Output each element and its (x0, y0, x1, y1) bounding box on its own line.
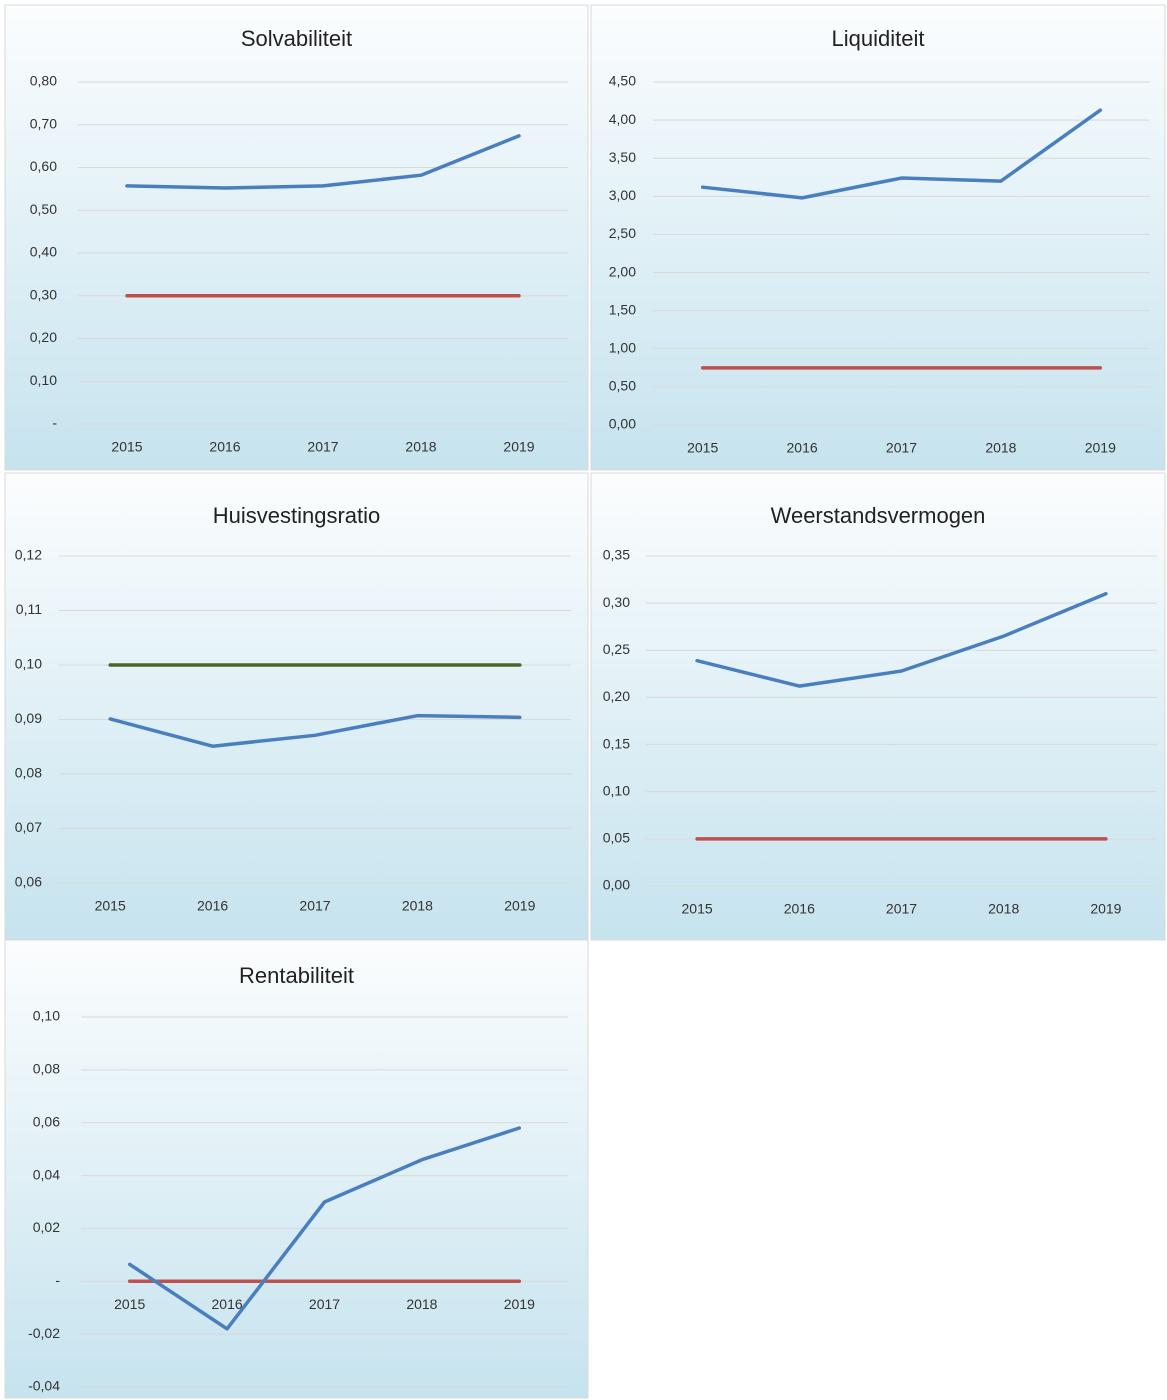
chart-title: Weerstandsvermogen (771, 503, 986, 528)
y-tick-label: 0,06 (15, 874, 42, 890)
chart-background (4, 472, 589, 941)
x-tick-label: 2017 (886, 901, 917, 917)
y-tick-label: 0,70 (30, 115, 57, 131)
chart: Rentabiliteit-0,04-0,02-0,020,040,060,08… (4, 939, 589, 1399)
y-tick-label: 0,80 (30, 73, 57, 89)
x-tick-label: 2015 (682, 901, 713, 917)
x-tick-label: 2016 (212, 1296, 243, 1312)
chart-background (590, 4, 1166, 471)
x-tick-label: 2019 (1085, 440, 1116, 456)
y-tick-label: 0,00 (609, 416, 636, 432)
y-tick-label: 0,35 (603, 547, 630, 563)
x-tick-label: 2015 (95, 898, 126, 914)
y-tick-label: 0,10 (15, 656, 42, 672)
chart-background (590, 472, 1166, 941)
y-tick-label: 0,25 (603, 641, 630, 657)
chart: Weerstandsvermogen 0,00 0,05 0,10 0,15 0,20 0,… (590, 472, 1166, 941)
x-tick-label: 2016 (787, 440, 818, 456)
chart-title: Huisvestingsratio (213, 503, 381, 528)
chart-background (4, 4, 589, 471)
y-tick-label: 2,00 (609, 263, 636, 279)
chart: Huisvestingsratio 0,06 0,07 0,08 0,09 0,10 0,1… (4, 472, 589, 941)
chart: Solvabiliteit - 0,10 0,20 0,30 0,40 0,50 0,60 0,… (4, 4, 589, 471)
chart-title: Solvabiliteit (241, 26, 352, 51)
x-tick-label: 2018 (402, 898, 433, 914)
y-tick-label: 0,15 (603, 735, 630, 751)
y-tick-label: 3,50 (609, 149, 636, 165)
y-tick-label: 1,50 (609, 301, 636, 317)
y-tick-label: 0,05 (603, 830, 630, 846)
x-tick-label: 2019 (503, 439, 534, 455)
x-tick-label: 2016 (784, 901, 815, 917)
y-tick-label: 0,08 (15, 765, 42, 781)
x-tick-label: 2019 (1090, 901, 1121, 917)
data-line (695, 591, 1108, 688)
y-tick-label: 0,09 (15, 710, 42, 726)
y-tick-label: 0,10 (603, 782, 630, 798)
x-tick-label: 2017 (307, 439, 338, 455)
y-tick-label: - (55, 1272, 60, 1288)
y-tick-label: 1,00 (609, 339, 636, 355)
y-tick-label: 0,10 (30, 372, 57, 388)
y-tick-label: 4,00 (609, 111, 636, 127)
y-tick-label: 0,00 (603, 877, 630, 893)
y-tick-label: 0,06 (33, 1113, 60, 1129)
x-tick-label: 2018 (988, 901, 1019, 917)
y-tick-label: 0,10 (33, 1008, 60, 1024)
x-tick-label: 2019 (504, 898, 535, 914)
y-tick-label: -0,02 (28, 1325, 60, 1341)
x-tick-label: 2018 (405, 439, 436, 455)
data-line (700, 108, 1103, 200)
data-line (108, 713, 522, 748)
chart-title: Liquiditeit (832, 26, 925, 51)
y-tick-label: -0,04 (28, 1378, 60, 1394)
chart-background (4, 939, 589, 1399)
y-tick-label: 0,30 (30, 286, 57, 302)
x-tick-label: 2016 (197, 898, 228, 914)
x-tick-label: 2016 (209, 439, 240, 455)
x-tick-label: 2018 (406, 1296, 437, 1312)
y-tick-label: 0,12 (15, 547, 42, 563)
y-tick-label: 2,50 (609, 225, 636, 241)
x-tick-label: 2017 (299, 898, 330, 914)
x-tick-label: 2018 (985, 440, 1016, 456)
y-tick-label: 0,50 (30, 201, 57, 217)
y-tick-label: 0,02 (33, 1219, 60, 1235)
x-tick-label: 2017 (886, 440, 917, 456)
data-line (127, 1126, 522, 1331)
x-tick-label: 2015 (114, 1296, 145, 1312)
y-tick-label: 0,20 (603, 688, 630, 704)
x-tick-label: 2015 (111, 439, 142, 455)
y-tick-label: 4,50 (609, 73, 636, 89)
chart: Liquiditeit 0,00 0,50 1,00 1,50 2,00 2,50 3,00 3… (590, 4, 1166, 471)
y-tick-label: 0,30 (603, 594, 630, 610)
y-tick-label: 3,00 (609, 187, 636, 203)
y-tick-label: 0,60 (30, 158, 57, 174)
y-tick-label: 0,08 (33, 1061, 60, 1077)
chart-title: Rentabiliteit (239, 963, 354, 988)
y-tick-label: 0,04 (33, 1166, 60, 1182)
y-tick-label: 0,20 (30, 329, 57, 345)
y-tick-label: 0,40 (30, 244, 57, 260)
y-tick-label: - (52, 415, 57, 431)
y-tick-label: 0,07 (15, 819, 42, 835)
y-tick-label: 0,50 (609, 378, 636, 394)
x-tick-label: 2017 (309, 1296, 340, 1312)
y-tick-label: 0,11 (16, 601, 42, 617)
x-tick-label: 2015 (687, 440, 718, 456)
x-tick-label: 2019 (504, 1296, 535, 1312)
data-line (125, 134, 521, 190)
